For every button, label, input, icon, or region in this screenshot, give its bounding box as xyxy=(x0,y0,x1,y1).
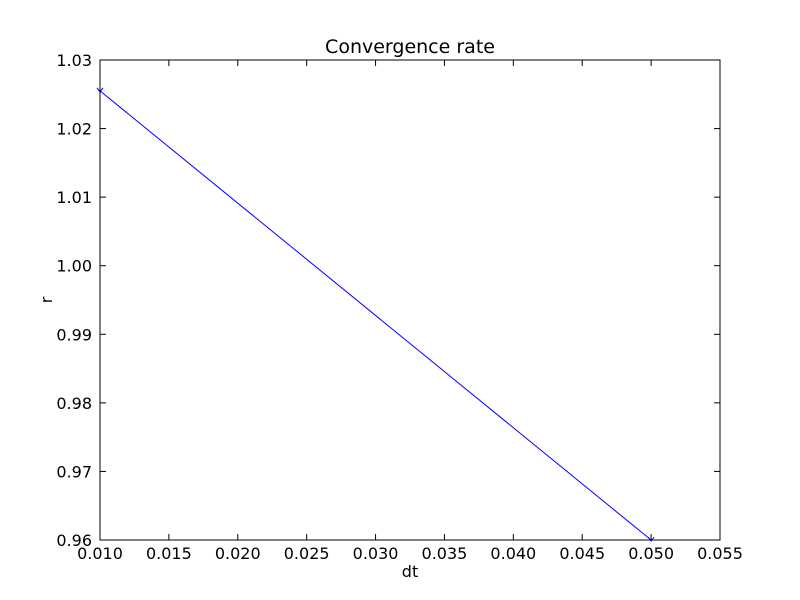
ticks-layer: 0.010 0.015 0.020 0.025 0.030 0.035 0.040 0.045… xyxy=(56,51,743,563)
x-tick-label: 0.045 xyxy=(559,544,605,563)
x-tick-label: 0.050 xyxy=(628,544,674,563)
x-tick-label: 0.015 xyxy=(146,544,192,563)
y-tick-label: 0.98 xyxy=(56,394,92,413)
y-tick-label: 1.01 xyxy=(56,188,92,207)
series-line xyxy=(99,90,652,541)
x-tick-label: 0.035 xyxy=(422,544,468,563)
y-tick-label: 1.00 xyxy=(56,257,92,276)
x-tick-label: 0.010 xyxy=(77,544,123,563)
y-tick-label: 0.96 xyxy=(56,531,92,550)
x-tick-label: 0.040 xyxy=(490,544,536,563)
data-point-marker xyxy=(647,536,655,542)
y-axis-label: r xyxy=(37,296,56,303)
y-tick-label: 0.99 xyxy=(56,325,92,344)
y-tick-label: 1.03 xyxy=(56,51,92,70)
x-axis-label: dt xyxy=(402,562,418,581)
y-tick-label: 0.97 xyxy=(56,462,92,481)
y-tick-label: 1.02 xyxy=(56,120,92,139)
x-tick-label: 0.030 xyxy=(353,544,399,563)
x-tick-label: 0.020 xyxy=(215,544,261,563)
x-tick-label: 0.055 xyxy=(697,544,743,563)
x-tick-label: 0.025 xyxy=(284,544,330,563)
chart-title: Convergence rate xyxy=(325,36,495,58)
axes-frame xyxy=(99,59,721,541)
